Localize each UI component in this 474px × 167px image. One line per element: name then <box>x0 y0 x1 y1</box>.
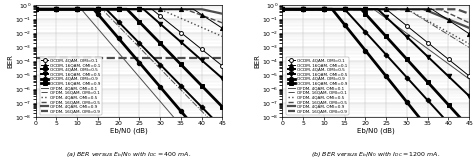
X-axis label: Eb/N0 (dB): Eb/N0 (dB) <box>110 127 148 134</box>
Text: (b) BER versus $E_b/N_0$ with $I_{DC} = 1200$ mA.: (b) BER versus $E_b/N_0$ with $I_{DC} = … <box>311 150 440 159</box>
Y-axis label: BER: BER <box>8 54 14 68</box>
Text: (a) BER versus $E_b/N_0$ with $I_{DC} = 400$ mA.: (a) BER versus $E_b/N_0$ with $I_{DC} = … <box>66 150 191 159</box>
Legend: OCDM, 4QAM, OMI=0.1, OCDM, 16QAM, OMI=0.1, OCDM, 4QAM, OMI=0.5, OCDM, 16QAM, OMI: OCDM, 4QAM, OMI=0.1, OCDM, 16QAM, OMI=0.… <box>39 57 102 115</box>
X-axis label: Eb/N0 (dB): Eb/N0 (dB) <box>357 127 395 134</box>
Y-axis label: BER: BER <box>255 54 261 68</box>
Legend: OCDM, 4QAM, OMI=0.1, OCDM, 16QAM, OMI=0.1, OCDM, 4QAM, OMI=0.5, OCDM, 16QAM, OMI: OCDM, 4QAM, OMI=0.1, OCDM, 16QAM, OMI=0.… <box>286 57 349 115</box>
